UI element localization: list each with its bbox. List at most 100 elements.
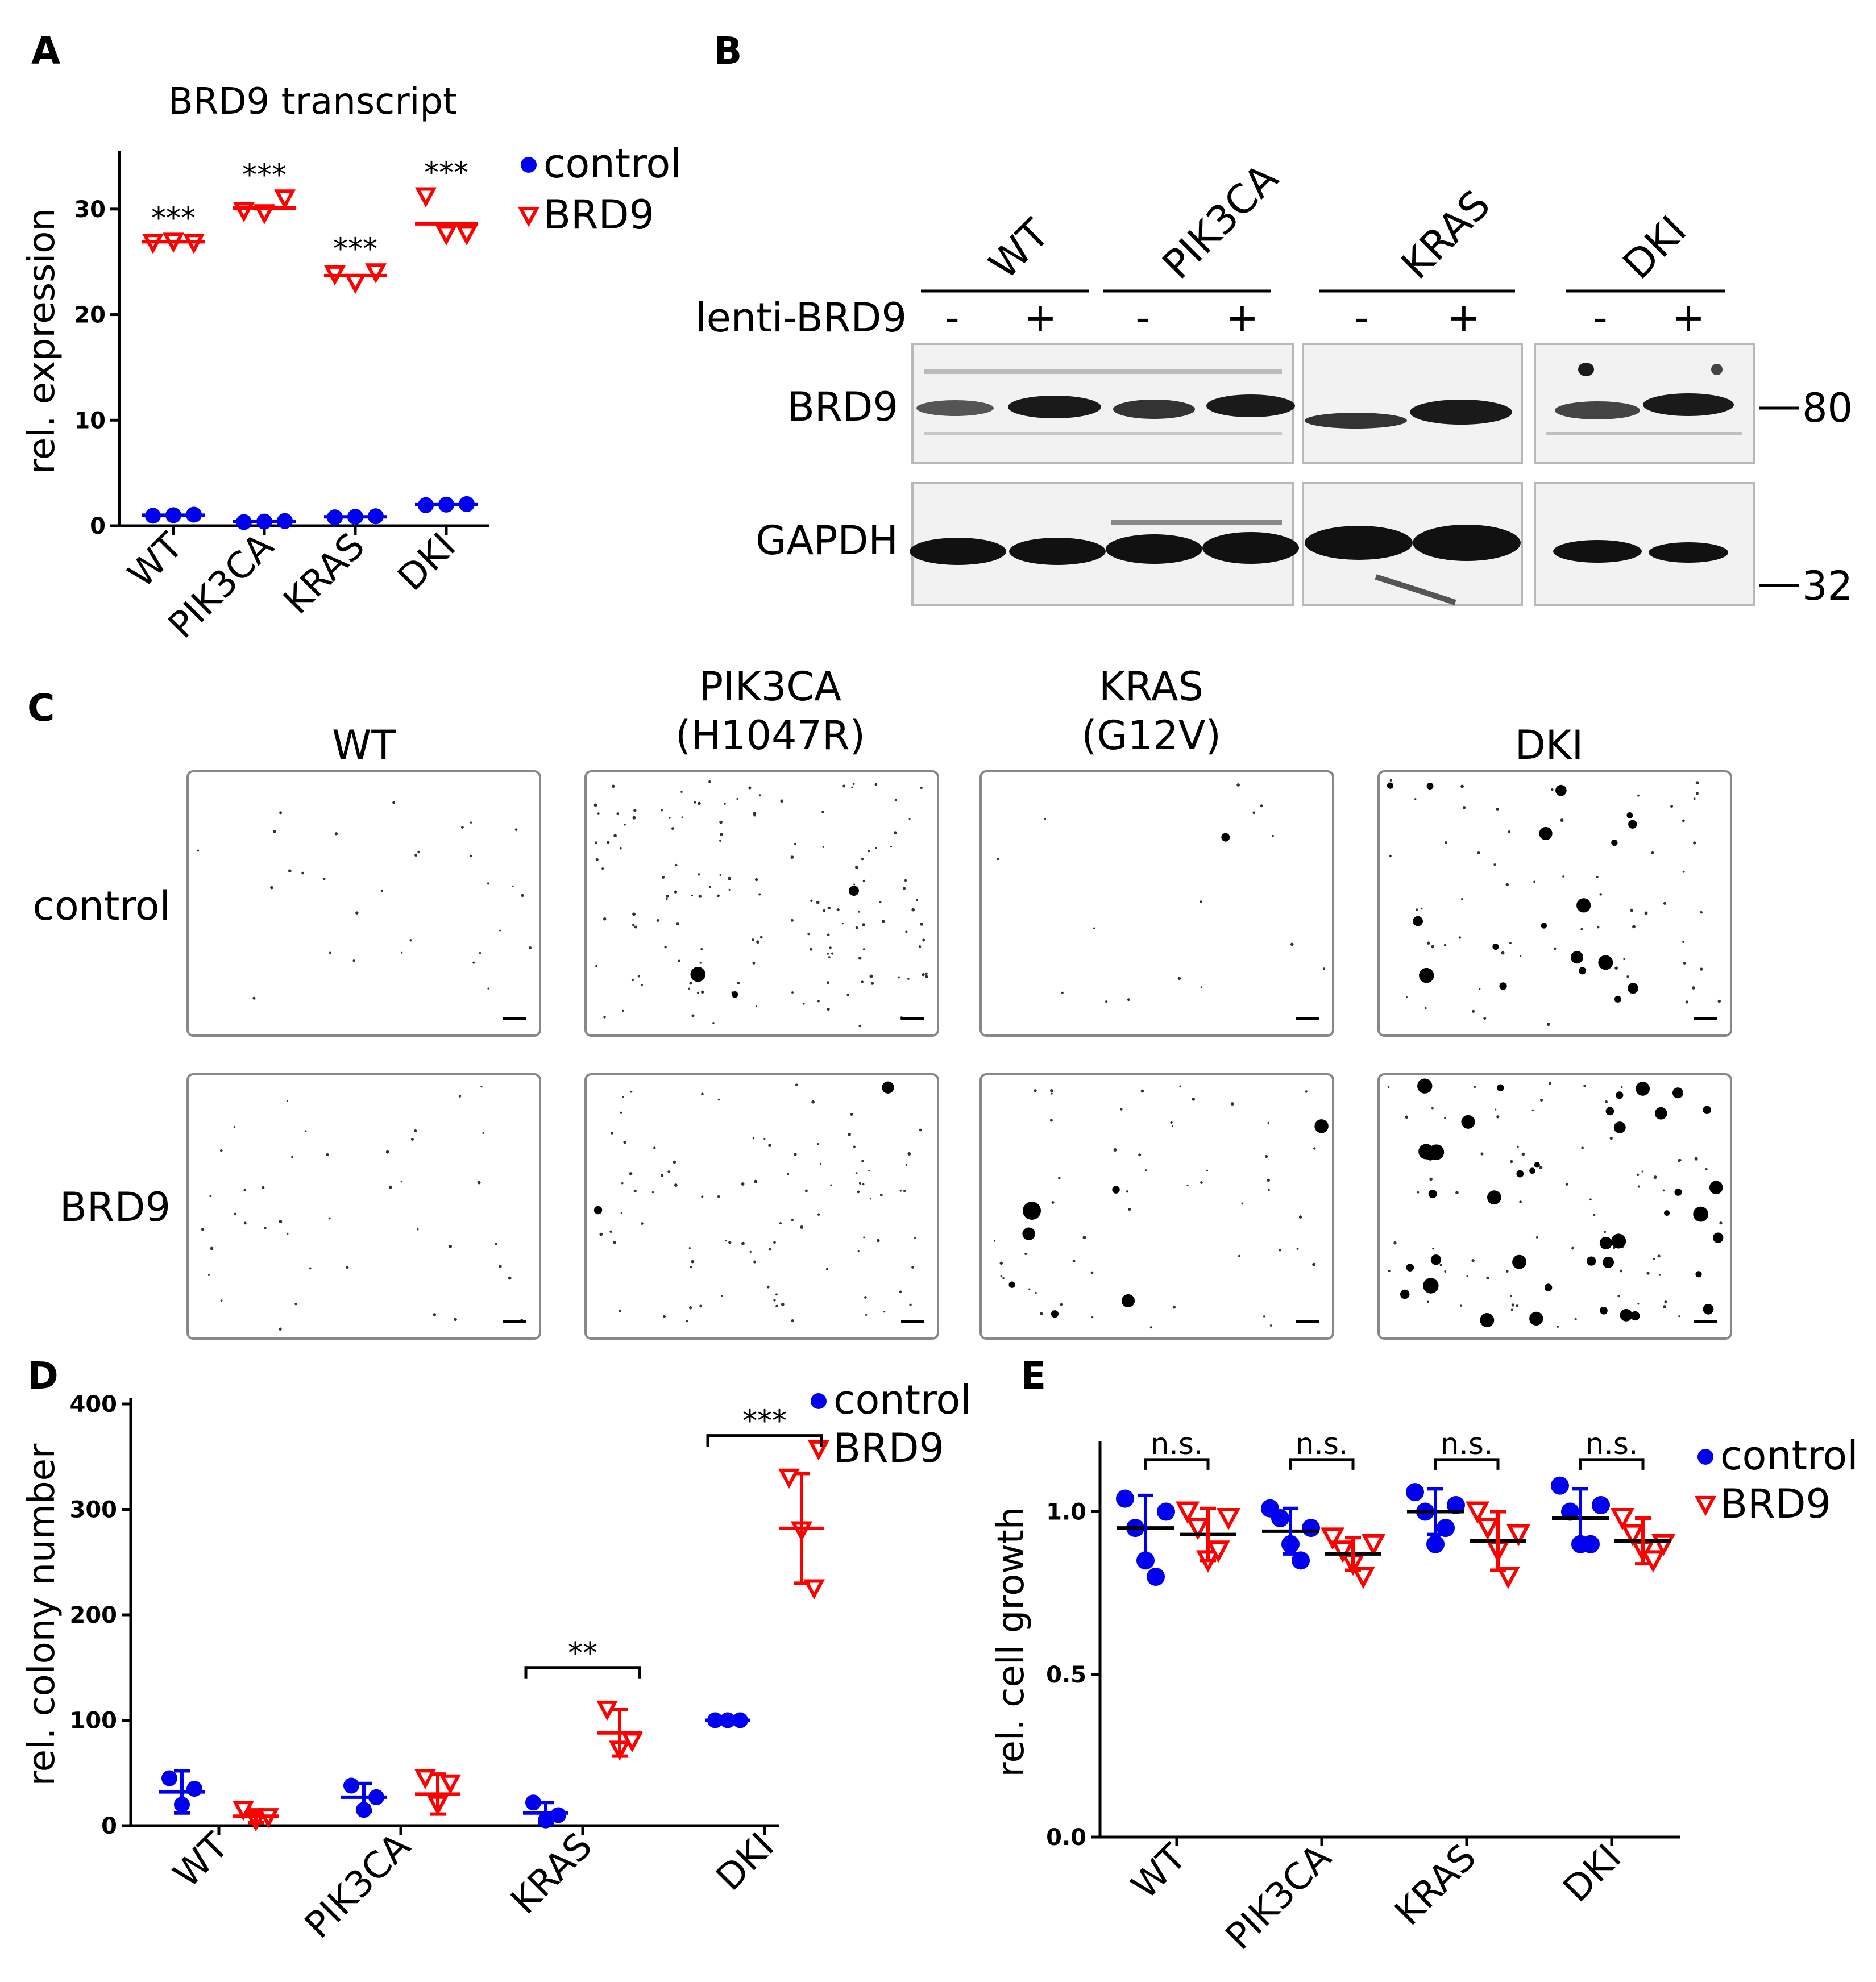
data-point	[1551, 1476, 1569, 1495]
colony-image-brd9-0	[186, 1073, 541, 1340]
colony	[1703, 1303, 1714, 1315]
colony-speck	[855, 926, 858, 929]
colony-col-pik3ca-line1: PIK3CA	[699, 663, 841, 710]
data-point	[344, 273, 367, 294]
colony-speck	[862, 879, 865, 883]
colony-speck	[472, 961, 475, 964]
colony	[1703, 1106, 1711, 1114]
colony-speck	[1268, 1189, 1270, 1191]
colony-col-kras-line1: KRAS	[1099, 663, 1203, 710]
data-point	[1157, 1502, 1175, 1521]
colony	[1499, 982, 1507, 990]
colony-speck	[1662, 1189, 1665, 1192]
colony	[1605, 1107, 1614, 1116]
colony-speck	[1682, 870, 1685, 873]
colony-speck	[1623, 958, 1625, 961]
colony-speck	[1120, 1108, 1123, 1111]
band	[1410, 400, 1512, 425]
colony-speck	[768, 1248, 771, 1251]
colony-speck	[669, 817, 671, 819]
colony-speck	[918, 945, 922, 948]
colony-speck	[1496, 1115, 1500, 1119]
colony-speck	[919, 1128, 922, 1132]
y-tick-label: 0	[90, 513, 106, 539]
colony	[1664, 1210, 1670, 1216]
colony-speck	[825, 1268, 828, 1270]
colony-image-control-1	[584, 770, 939, 1037]
colony-speck	[380, 889, 384, 892]
colony-speck	[1455, 1191, 1459, 1195]
colony-speck	[1619, 1269, 1622, 1273]
colony-speck	[1127, 998, 1130, 1002]
gapdh-bands	[910, 520, 1728, 605]
sign-pik3ca-plus: +	[1226, 294, 1259, 341]
colony-speck	[470, 821, 472, 824]
series-brd9	[232, 1468, 825, 1832]
band	[910, 538, 1006, 565]
significance-label: **	[568, 1636, 597, 1671]
y-axis-label: rel. expression	[21, 208, 63, 474]
colony-speck	[994, 1240, 996, 1242]
colony-speck	[1140, 1089, 1144, 1093]
colony	[1512, 1254, 1526, 1269]
colony-speck	[637, 975, 640, 978]
colony-speck	[1574, 1318, 1577, 1320]
colony-speck	[791, 991, 794, 994]
colony-image-frame	[979, 770, 1334, 1037]
colony-speck	[831, 952, 834, 955]
colony-speck	[599, 1232, 603, 1236]
colony-speck	[678, 959, 680, 962]
colony-speck	[920, 786, 923, 790]
colony-speck	[346, 1266, 349, 1269]
colony-speck	[749, 1250, 752, 1253]
colony-speck	[907, 1152, 911, 1156]
colony-speck	[879, 1194, 883, 1196]
blot-brd9-kras	[1302, 343, 1523, 464]
colony-speck	[1172, 1306, 1176, 1309]
chart-d-colony-number: 0 100 200 300 400 rel. colony number WT PIK3CA K…	[21, 1377, 972, 1947]
colony	[1628, 820, 1637, 829]
colony-speck	[1510, 1295, 1512, 1297]
colony-speck	[624, 824, 626, 826]
faint-band	[924, 369, 1282, 374]
colony-speck	[514, 828, 518, 831]
colony-speck	[1126, 1190, 1129, 1193]
colony-speck	[1427, 941, 1430, 945]
colony-speck	[728, 888, 731, 891]
colony-speck	[691, 1260, 695, 1264]
data-point	[455, 225, 478, 246]
colony-speck	[862, 1183, 865, 1186]
colony-speck	[1426, 1300, 1429, 1303]
data-point	[1216, 1507, 1241, 1531]
significance-label: ***	[333, 232, 377, 266]
colony-speck	[863, 1236, 865, 1239]
colony-speck	[1636, 1173, 1640, 1177]
colony-speck	[893, 831, 897, 835]
colony-speck	[728, 876, 731, 880]
colony-speck	[753, 813, 756, 817]
colony-speck	[728, 1241, 732, 1244]
colony-speck	[1549, 1082, 1552, 1085]
colony-speck	[622, 1009, 624, 1012]
colony-speck	[197, 849, 200, 852]
colony-speck	[841, 923, 844, 925]
colony-speck	[1431, 1107, 1434, 1110]
colony	[1406, 1264, 1414, 1272]
colony-speck	[1679, 1159, 1682, 1161]
colony-speck	[629, 1172, 633, 1175]
legend-marker-control	[1697, 1449, 1713, 1465]
blot-group-dki: DKI	[1614, 207, 1695, 288]
significance-label: n.s.	[1440, 1427, 1493, 1461]
colony-speck	[264, 1227, 267, 1229]
colony	[882, 1081, 894, 1094]
data-point	[343, 1777, 359, 1794]
colony-speck	[862, 923, 866, 927]
colony-speck	[882, 920, 885, 923]
colony-speck	[680, 791, 683, 793]
colony-speck	[1583, 1085, 1586, 1087]
colony-speck	[1460, 898, 1463, 900]
colony-speck	[1263, 1315, 1265, 1318]
colony-speck	[1035, 1291, 1037, 1294]
colony-speck	[279, 1220, 283, 1224]
